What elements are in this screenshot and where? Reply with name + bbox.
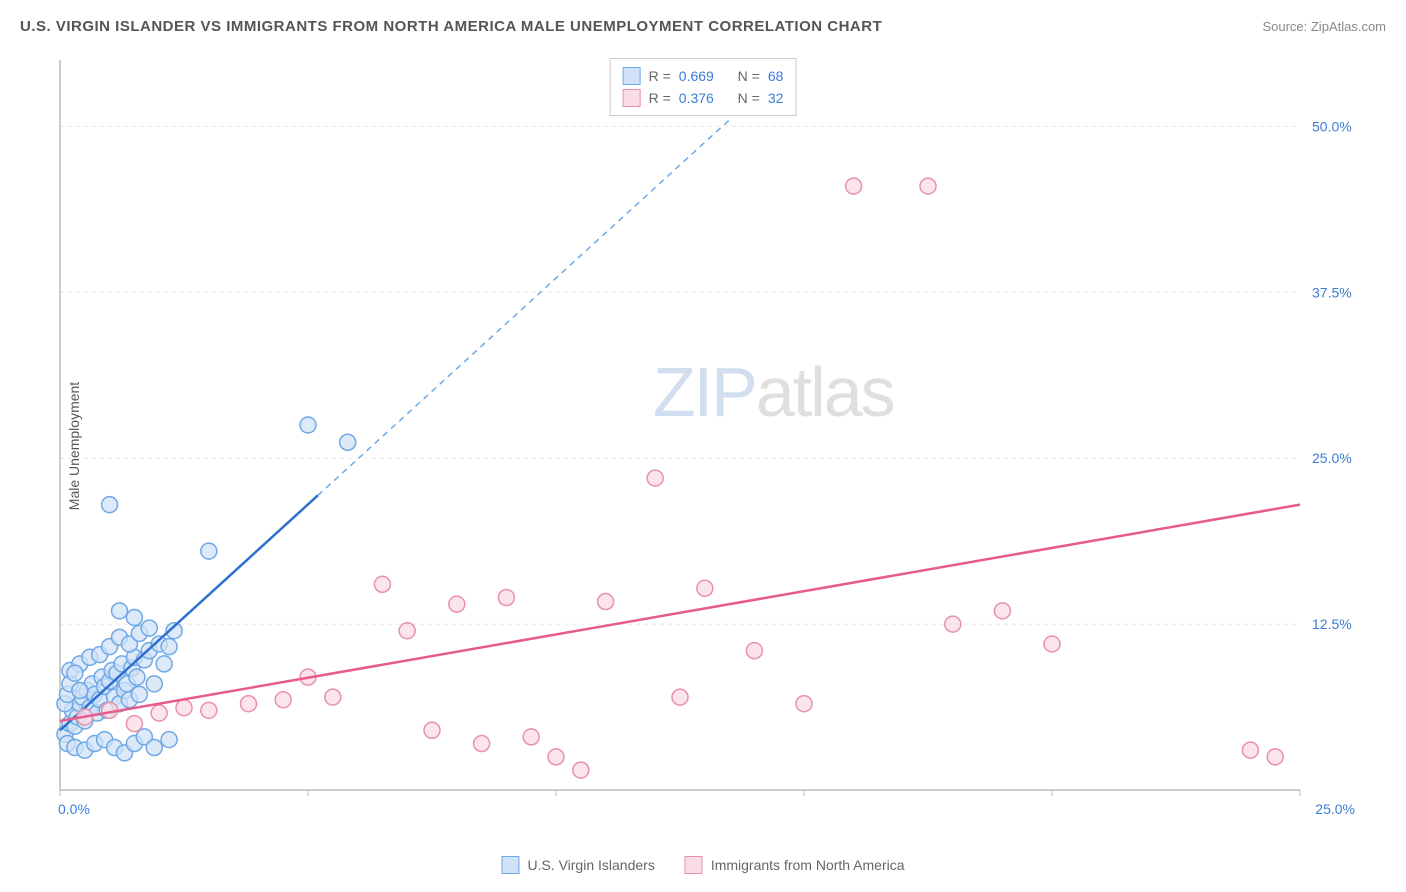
- y-tick-label: 37.5%: [1312, 284, 1352, 300]
- legend-r-value: 0.669: [679, 65, 714, 87]
- legend-swatch-icon: [501, 856, 519, 874]
- y-tick-label: 25.0%: [1312, 450, 1352, 466]
- data-point: [598, 594, 614, 610]
- data-point: [920, 178, 936, 194]
- data-point: [548, 749, 564, 765]
- y-tick-label: 50.0%: [1312, 118, 1352, 134]
- legend-label: U.S. Virgin Islanders: [527, 857, 654, 873]
- data-point: [846, 178, 862, 194]
- data-point: [275, 692, 291, 708]
- correlation-legend: R = 0.669 N = 68 R = 0.376 N = 32: [610, 58, 797, 116]
- data-point: [746, 643, 762, 659]
- data-point: [129, 669, 145, 685]
- data-point: [1267, 749, 1283, 765]
- x-tick-label: 0.0%: [58, 801, 90, 817]
- data-point: [424, 722, 440, 738]
- data-point: [102, 497, 118, 513]
- data-point: [1242, 742, 1258, 758]
- y-tick-label: 12.5%: [1312, 616, 1352, 632]
- legend-swatch-icon: [685, 856, 703, 874]
- data-point: [201, 702, 217, 718]
- data-point: [67, 665, 83, 681]
- data-point: [151, 705, 167, 721]
- data-point: [161, 639, 177, 655]
- data-point: [176, 700, 192, 716]
- data-point: [573, 762, 589, 778]
- legend-row: R = 0.669 N = 68: [623, 65, 784, 87]
- scatter-chart: 12.5% 25.0% 37.5% 50.0% 0.0% 25.0%: [50, 50, 1370, 830]
- data-point: [647, 470, 663, 486]
- source-label: Source: ZipAtlas.com: [1262, 19, 1386, 34]
- trend-line-dashed: [318, 120, 730, 496]
- data-point: [340, 434, 356, 450]
- header: U.S. VIRGIN ISLANDER VS IMMIGRANTS FROM …: [20, 18, 1386, 35]
- data-point: [156, 656, 172, 672]
- data-point: [141, 620, 157, 636]
- data-point: [399, 623, 415, 639]
- legend-r-value: 0.376: [679, 87, 714, 109]
- legend-n-value: 68: [768, 65, 784, 87]
- x-tick-label: 25.0%: [1315, 801, 1355, 817]
- legend-r-label: R =: [649, 65, 671, 87]
- data-point: [994, 603, 1010, 619]
- data-point: [161, 732, 177, 748]
- data-point: [112, 603, 128, 619]
- data-point: [474, 736, 490, 752]
- legend-item: Immigrants from North America: [685, 856, 905, 874]
- legend-n-label: N =: [738, 65, 760, 87]
- legend-swatch-icon: [623, 67, 641, 85]
- data-point: [131, 686, 147, 702]
- legend-item: U.S. Virgin Islanders: [501, 856, 654, 874]
- data-point: [449, 596, 465, 612]
- legend-r-label: R =: [649, 87, 671, 109]
- data-point: [672, 689, 688, 705]
- chart-title: U.S. VIRGIN ISLANDER VS IMMIGRANTS FROM …: [20, 18, 882, 35]
- data-point: [146, 676, 162, 692]
- data-point: [201, 543, 217, 559]
- legend-n-label: N =: [738, 87, 760, 109]
- data-point: [945, 616, 961, 632]
- data-point: [796, 696, 812, 712]
- data-point: [498, 590, 514, 606]
- legend-n-value: 32: [768, 87, 784, 109]
- data-point: [126, 716, 142, 732]
- data-point: [126, 609, 142, 625]
- series-legend: U.S. Virgin Islanders Immigrants from No…: [501, 856, 904, 874]
- legend-label: Immigrants from North America: [711, 857, 905, 873]
- chart-container: U.S. VIRGIN ISLANDER VS IMMIGRANTS FROM …: [0, 0, 1406, 892]
- data-point: [240, 696, 256, 712]
- data-point: [523, 729, 539, 745]
- data-point: [72, 682, 88, 698]
- data-point: [325, 689, 341, 705]
- legend-row: R = 0.376 N = 32: [623, 87, 784, 109]
- data-point: [374, 576, 390, 592]
- data-point: [300, 417, 316, 433]
- data-point: [1044, 636, 1060, 652]
- data-point: [697, 580, 713, 596]
- data-point: [146, 740, 162, 756]
- legend-swatch-icon: [623, 89, 641, 107]
